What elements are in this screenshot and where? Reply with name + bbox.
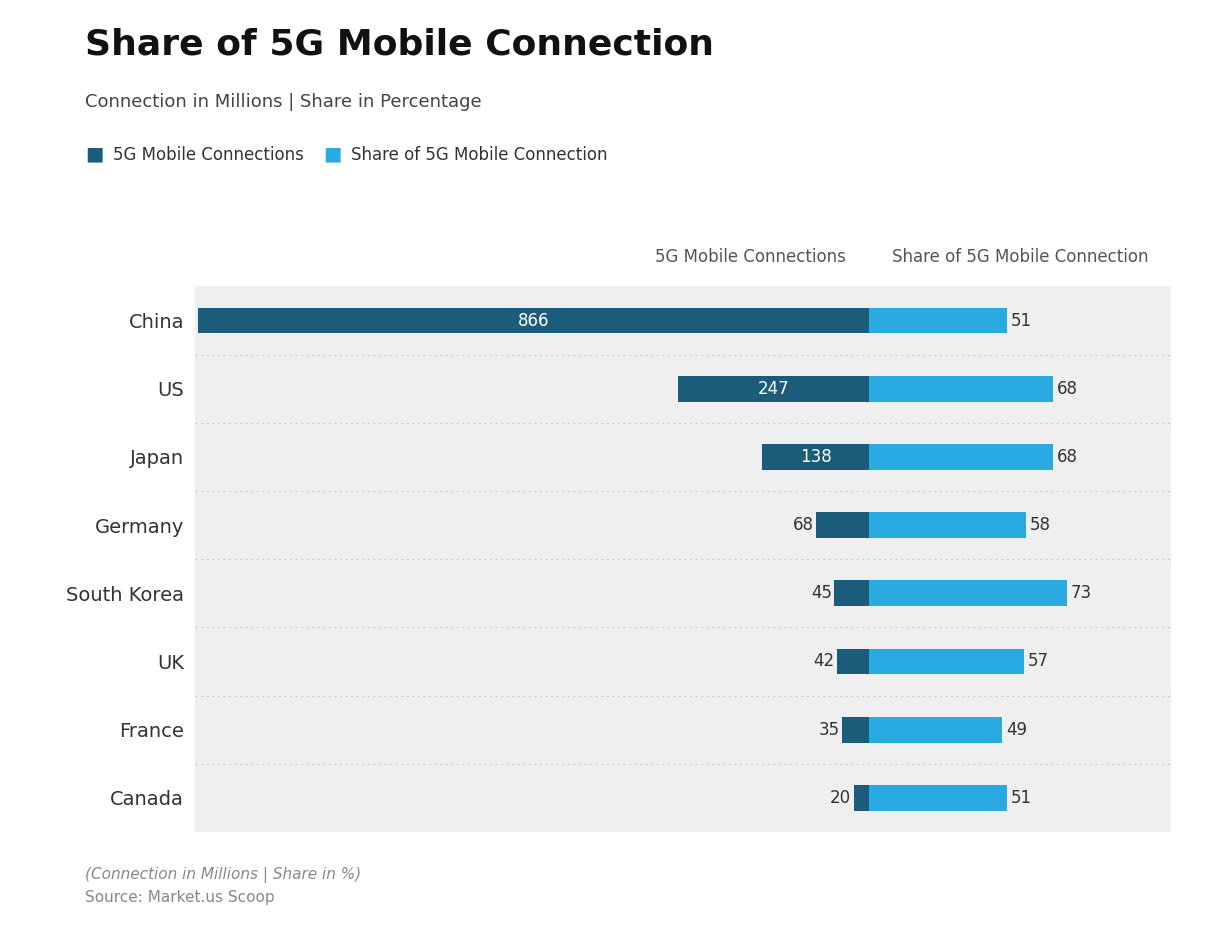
Bar <box>869 581 1068 606</box>
Bar <box>195 491 1171 559</box>
Text: 68: 68 <box>1058 379 1078 398</box>
Text: Connection in Millions | Share in Percentage: Connection in Millions | Share in Percen… <box>85 93 482 111</box>
Text: 247: 247 <box>758 379 789 398</box>
Text: 35: 35 <box>819 720 839 739</box>
Bar <box>195 354 1171 423</box>
Bar <box>842 717 869 743</box>
Bar <box>869 513 1026 538</box>
Bar <box>195 764 1171 832</box>
Bar <box>678 376 869 402</box>
Text: 5G Mobile Connections: 5G Mobile Connections <box>655 248 845 266</box>
Text: ■: ■ <box>85 144 104 163</box>
Bar <box>195 423 1171 491</box>
Text: 57: 57 <box>1027 652 1048 670</box>
Bar <box>837 649 869 675</box>
Text: Share of 5G Mobile Connection: Share of 5G Mobile Connection <box>892 248 1149 266</box>
Text: Share of 5G Mobile Connection: Share of 5G Mobile Connection <box>85 28 715 62</box>
Bar <box>199 308 869 334</box>
Bar <box>195 695 1171 764</box>
Text: 51: 51 <box>1011 311 1032 330</box>
Bar <box>869 649 1024 675</box>
Text: 20: 20 <box>830 788 852 807</box>
Text: 138: 138 <box>800 448 832 466</box>
Text: 73: 73 <box>1071 584 1092 602</box>
Bar <box>854 785 869 811</box>
Text: 42: 42 <box>813 652 834 670</box>
Text: 5G Mobile Connections: 5G Mobile Connections <box>113 146 304 164</box>
Text: 68: 68 <box>793 516 814 534</box>
Text: (Connection in Millions | Share in %): (Connection in Millions | Share in %) <box>85 867 361 883</box>
Text: 68: 68 <box>1058 448 1078 466</box>
Bar <box>869 308 1008 334</box>
Bar <box>195 627 1171 695</box>
Bar <box>195 286 1171 354</box>
Text: 45: 45 <box>811 584 832 602</box>
Text: 866: 866 <box>518 311 549 330</box>
Text: Source: Market.us Scoop: Source: Market.us Scoop <box>85 890 274 905</box>
Bar <box>869 717 1002 743</box>
Bar <box>869 376 1053 402</box>
Bar <box>195 559 1171 627</box>
Text: 51: 51 <box>1011 788 1032 807</box>
Bar <box>834 581 869 606</box>
Text: 58: 58 <box>1030 516 1052 534</box>
Bar <box>869 785 1008 811</box>
Text: ■: ■ <box>323 144 342 163</box>
Bar <box>762 444 869 470</box>
Text: 49: 49 <box>1005 720 1027 739</box>
Text: Share of 5G Mobile Connection: Share of 5G Mobile Connection <box>351 146 608 164</box>
Bar <box>869 444 1053 470</box>
Bar <box>816 513 869 538</box>
